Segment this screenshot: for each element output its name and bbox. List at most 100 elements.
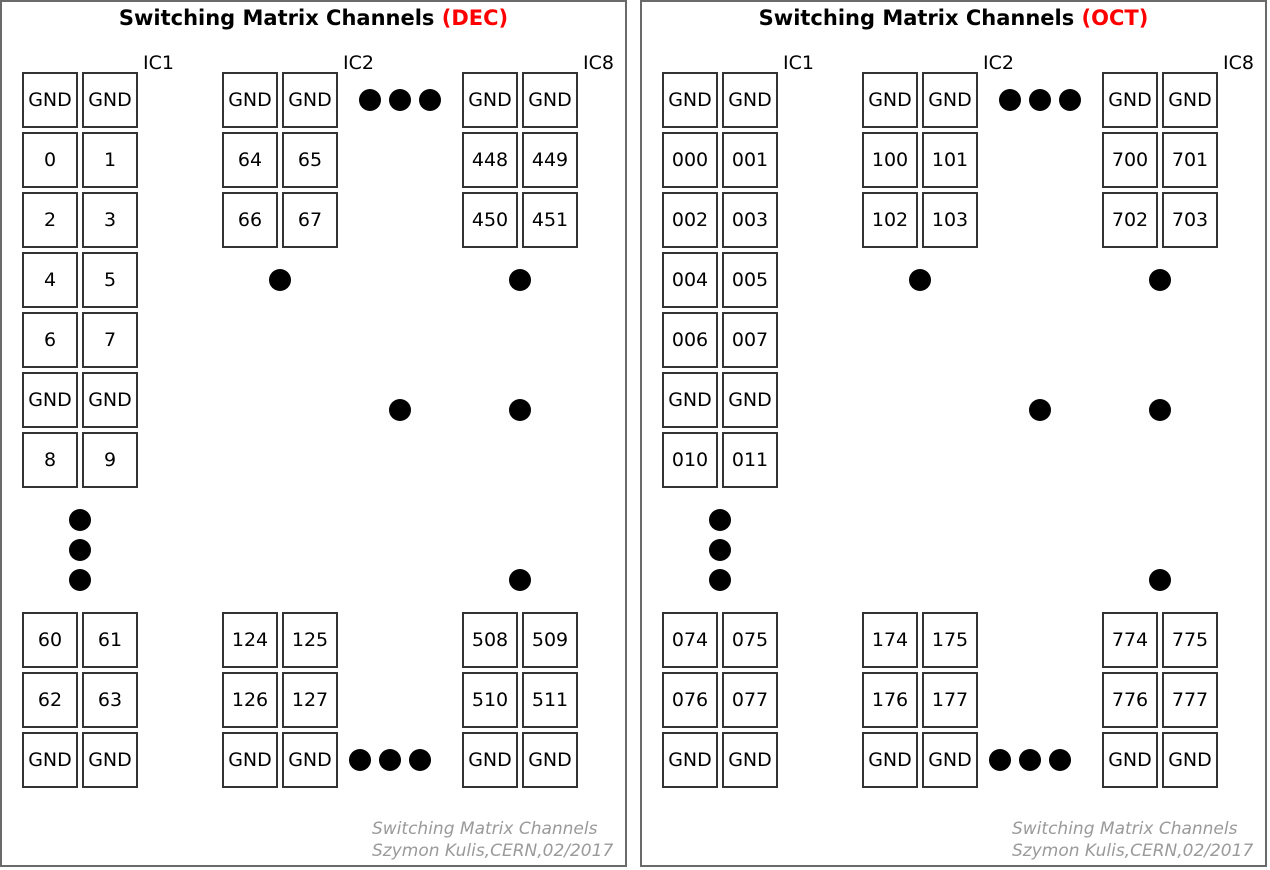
ic-label: IC1 [783,52,814,74]
ic-label: IC8 [1223,52,1254,74]
panel-oct: Switching Matrix Channels (OCT) IC1 IC2 IC… [640,0,1267,867]
gnd-cell: GND [462,732,518,788]
ellipsis-dot [989,749,1011,771]
ellipsis-dot [389,89,411,111]
ic-label: IC2 [343,52,374,74]
channel-cell: 176 [862,672,918,728]
gnd-cell: GND [662,732,718,788]
channel-cell: 2 [22,192,78,248]
channel-cell: 3 [82,192,138,248]
channel-cell: 174 [862,612,918,668]
panel-title-accent: (DEC) [441,6,509,30]
gnd-cell: GND [862,732,918,788]
channel-cell: 449 [522,132,578,188]
channel-cell: 125 [282,612,338,668]
panel-title-main: Switching Matrix Channels [118,6,435,30]
ellipsis-dot [709,569,731,591]
gnd-cell: GND [1102,72,1158,128]
channel-cell: 001 [722,132,778,188]
ellipsis-dot [69,569,91,591]
gnd-cell: GND [922,732,978,788]
channel-cell: 510 [462,672,518,728]
channel-cell: 127 [282,672,338,728]
credit-line-2: Szymon Kulis,CERN,02/2017 [1012,841,1254,861]
channel-cell: 777 [1162,672,1218,728]
channel-cell: 67 [282,192,338,248]
channel-cell: 004 [662,252,718,308]
channel-cell: 077 [722,672,778,728]
ellipsis-dot [709,539,731,561]
ellipsis-dot [349,749,371,771]
channel-cell: 076 [662,672,718,728]
gnd-cell: GND [862,72,918,128]
channel-cell: 60 [22,612,78,668]
ellipsis-dot [69,539,91,561]
ellipsis-dot [1029,399,1051,421]
gnd-cell: GND [82,372,138,428]
channel-cell: 101 [922,132,978,188]
channel-cell: 074 [662,612,718,668]
channel-cell: 448 [462,132,518,188]
gnd-cell: GND [722,72,778,128]
channel-cell: 003 [722,192,778,248]
ellipsis-dot [1149,399,1171,421]
ic-label: IC8 [583,52,614,74]
channel-cell: 002 [662,192,718,248]
ellipsis-dot [359,89,381,111]
channel-cell: 5 [82,252,138,308]
panel-title-accent: (OCT) [1081,6,1149,30]
channel-cell: 124 [222,612,278,668]
ellipsis-dot [269,269,291,291]
channel-cell: 66 [222,192,278,248]
gnd-cell: GND [522,732,578,788]
panel-title: Switching Matrix Channels (OCT) [642,6,1265,30]
ellipsis-dot [379,749,401,771]
gnd-cell: GND [462,72,518,128]
gnd-cell: GND [1162,72,1218,128]
gnd-cell: GND [222,732,278,788]
channel-cell: 005 [722,252,778,308]
ellipsis-dot [509,399,531,421]
ellipsis-dot [509,269,531,291]
channel-cell: 177 [922,672,978,728]
channel-cell: 65 [282,132,338,188]
ellipsis-dot [909,269,931,291]
gnd-cell: GND [662,72,718,128]
ellipsis-dot [999,89,1021,111]
channel-cell: 511 [522,672,578,728]
gnd-cell: GND [662,372,718,428]
channel-cell: 6 [22,312,78,368]
gnd-cell: GND [282,732,338,788]
channel-cell: 103 [922,192,978,248]
ellipsis-dot [1149,569,1171,591]
channel-cell: 61 [82,612,138,668]
channel-cell: 8 [22,432,78,488]
channel-cell: 102 [862,192,918,248]
ellipsis-dot [1029,89,1051,111]
panel-title-main: Switching Matrix Channels [758,6,1075,30]
channel-cell: 62 [22,672,78,728]
panel-dec: Switching Matrix Channels (DEC) IC1 IC2 IC… [0,0,627,867]
panel-title: Switching Matrix Channels (DEC) [2,6,625,30]
channel-cell: 0 [22,132,78,188]
ellipsis-dot [709,509,731,531]
gnd-cell: GND [522,72,578,128]
ic-label: IC1 [143,52,174,74]
channel-cell: 006 [662,312,718,368]
ellipsis-dot [69,509,91,531]
ellipsis-dot [509,569,531,591]
gnd-cell: GND [82,732,138,788]
channel-cell: 775 [1162,612,1218,668]
channel-cell: 7 [82,312,138,368]
gnd-cell: GND [22,372,78,428]
ellipsis-dot [409,749,431,771]
credit-line-2: Szymon Kulis,CERN,02/2017 [372,841,614,861]
credit-line-1: Switching Matrix Channels [372,819,598,839]
gnd-cell: GND [722,372,778,428]
ellipsis-dot [1149,269,1171,291]
channel-cell: 451 [522,192,578,248]
channel-cell: 703 [1162,192,1218,248]
channel-cell: 63 [82,672,138,728]
channel-cell: 700 [1102,132,1158,188]
channel-cell: 100 [862,132,918,188]
